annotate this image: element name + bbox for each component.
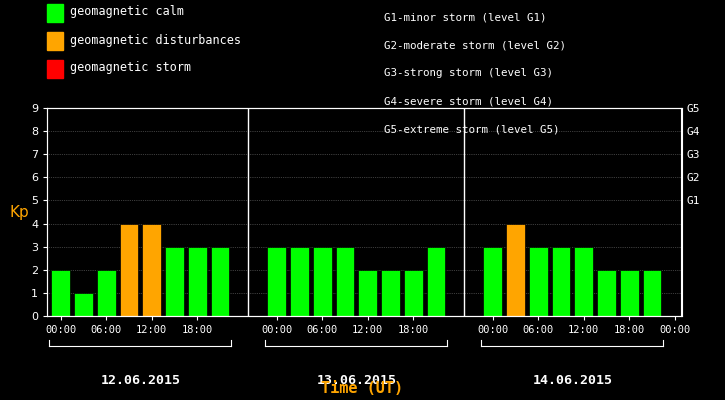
Text: 12.06.2015: 12.06.2015: [100, 374, 181, 387]
Bar: [313, 247, 331, 316]
Text: G5-extreme storm (level G5): G5-extreme storm (level G5): [384, 124, 560, 134]
Bar: [506, 224, 525, 316]
Bar: [74, 293, 93, 316]
Text: 13.06.2015: 13.06.2015: [316, 374, 397, 387]
Text: G2-moderate storm (level G2): G2-moderate storm (level G2): [384, 40, 566, 50]
Bar: [188, 247, 207, 316]
Bar: [97, 270, 115, 316]
Bar: [529, 247, 547, 316]
Text: G4-severe storm (level G4): G4-severe storm (level G4): [384, 96, 553, 106]
Bar: [120, 224, 138, 316]
Text: G3-strong storm (level G3): G3-strong storm (level G3): [384, 68, 553, 78]
Text: 14.06.2015: 14.06.2015: [532, 374, 613, 387]
Text: Time (UT): Time (UT): [321, 381, 404, 396]
Bar: [642, 270, 661, 316]
Bar: [620, 270, 639, 316]
Bar: [336, 247, 355, 316]
Bar: [290, 247, 309, 316]
Bar: [381, 270, 399, 316]
Bar: [552, 247, 571, 316]
Bar: [165, 247, 183, 316]
Text: geomagnetic disturbances: geomagnetic disturbances: [70, 34, 241, 46]
Bar: [51, 270, 70, 316]
Text: geomagnetic storm: geomagnetic storm: [70, 62, 191, 74]
Bar: [484, 247, 502, 316]
Text: geomagnetic calm: geomagnetic calm: [70, 6, 184, 18]
Bar: [597, 270, 616, 316]
Text: G1-minor storm (level G1): G1-minor storm (level G1): [384, 12, 547, 22]
Bar: [404, 270, 423, 316]
Bar: [358, 270, 377, 316]
Bar: [426, 247, 445, 316]
Bar: [210, 247, 229, 316]
Bar: [574, 247, 593, 316]
Bar: [142, 224, 161, 316]
Y-axis label: Kp: Kp: [10, 204, 30, 220]
Bar: [268, 247, 286, 316]
